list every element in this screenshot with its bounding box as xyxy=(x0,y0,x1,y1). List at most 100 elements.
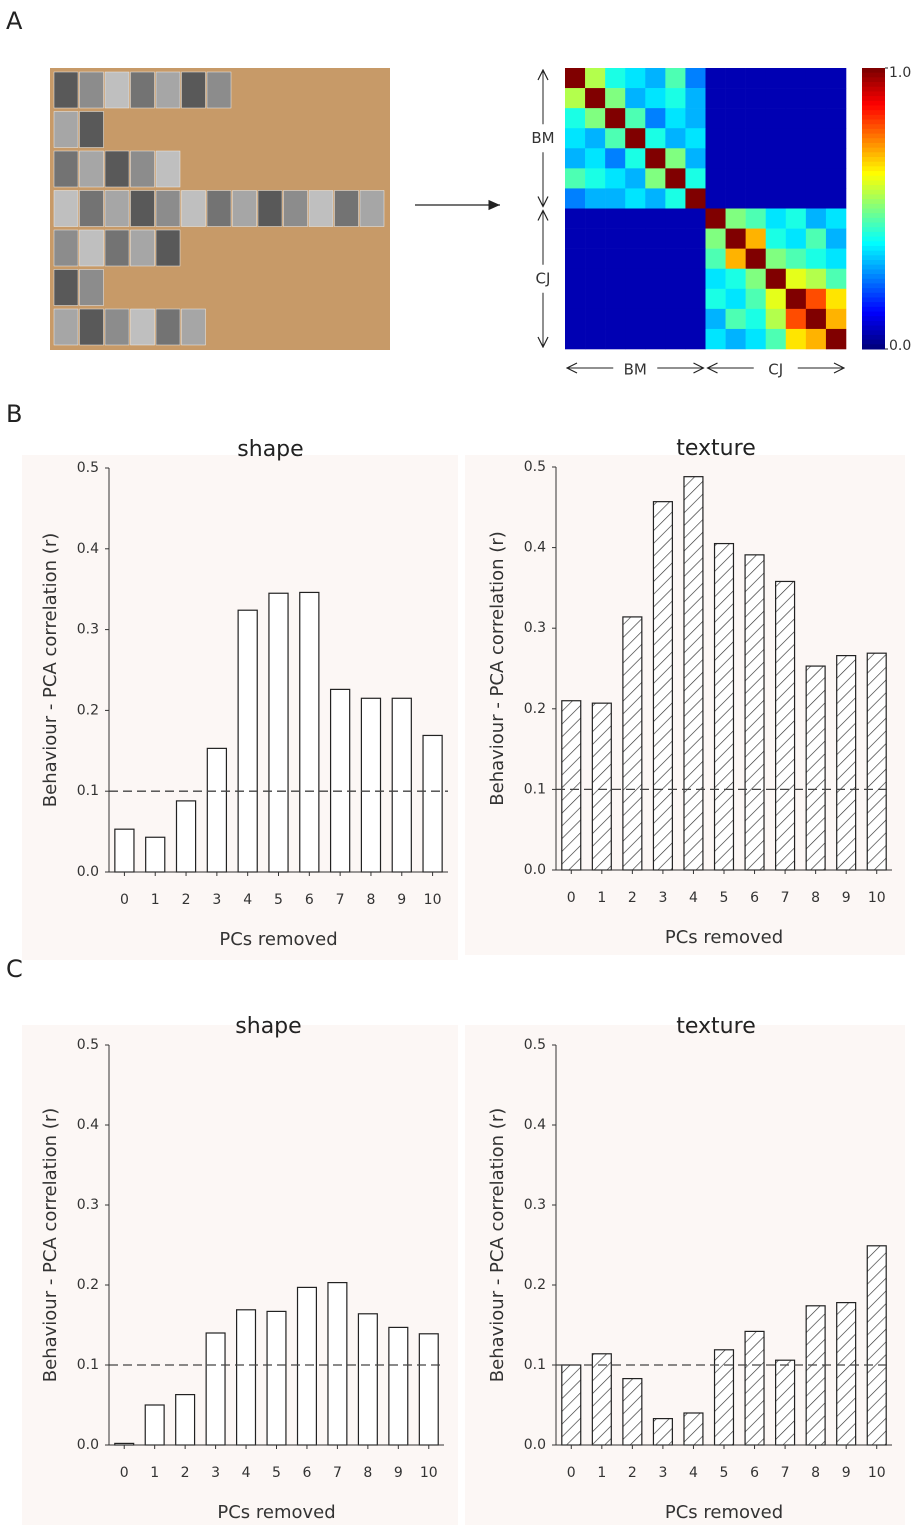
x-tick-label: 7 xyxy=(336,892,345,908)
heatmap-cell xyxy=(765,248,787,270)
heatmap-cell xyxy=(645,148,666,169)
bar xyxy=(622,616,643,871)
heatmap-cell xyxy=(645,168,666,189)
heatmap-cell xyxy=(765,88,787,109)
face-photo xyxy=(155,308,181,346)
heatmap-cell xyxy=(725,268,746,290)
face-photo xyxy=(79,71,104,109)
heatmap-cell xyxy=(605,148,626,169)
heatmap-cell xyxy=(825,308,847,330)
heatmap-cell xyxy=(645,188,666,209)
heatmap-cell xyxy=(705,88,726,109)
chart-title: texture xyxy=(676,436,755,461)
heatmap-cell xyxy=(745,208,767,229)
heatmap-cell xyxy=(765,188,787,209)
heatmap-cell xyxy=(745,328,767,350)
colorbar-segment xyxy=(862,344,885,350)
colorbar-segment xyxy=(862,114,885,121)
colorbar-segment xyxy=(862,152,885,158)
colorbar-segment xyxy=(862,241,885,247)
colorbar-segment xyxy=(862,147,885,153)
bar xyxy=(866,652,887,871)
heatmap-cell xyxy=(805,108,827,129)
heatmap-cell xyxy=(725,328,746,350)
bar xyxy=(591,702,612,871)
heatmap-cell xyxy=(725,68,746,89)
heatmap-cell xyxy=(605,128,626,149)
colorbar-segment xyxy=(862,339,885,345)
heatmap-cell xyxy=(625,108,646,129)
colorbar-segment xyxy=(862,269,885,275)
heatmap-cell xyxy=(605,108,626,129)
heatmap-cell xyxy=(565,288,586,310)
colorbar-segment xyxy=(862,260,885,266)
heatmap-cell xyxy=(585,208,606,229)
heatmap-cell xyxy=(745,228,767,249)
bar xyxy=(713,542,735,871)
heatmap-cell xyxy=(745,268,767,290)
heatmap-cell xyxy=(565,88,586,109)
x-axis-label: PCs removed xyxy=(217,1502,335,1523)
heatmap-cell xyxy=(645,328,666,350)
heatmap-cell xyxy=(685,328,706,350)
face-photo xyxy=(283,190,308,227)
heatmap-cell xyxy=(685,288,706,310)
colorbar-segment xyxy=(862,166,885,172)
heatmap-cell xyxy=(785,208,807,229)
bar xyxy=(360,697,382,873)
heatmap-cell xyxy=(785,188,807,209)
face-photo xyxy=(53,71,79,109)
heatmap-cell xyxy=(665,68,686,89)
heatmap-cell xyxy=(785,248,807,270)
face-photo xyxy=(104,150,130,188)
x-axis-label: PCs removed xyxy=(665,927,783,948)
heatmap-cell xyxy=(685,228,706,249)
chart-title: texture xyxy=(676,1014,755,1039)
heatmap-cell xyxy=(685,108,706,129)
heatmap-cell xyxy=(725,168,746,189)
heatmap-cell xyxy=(805,248,827,270)
bar xyxy=(266,1310,287,1446)
heatmap-cell xyxy=(665,88,686,109)
heatmap-cell xyxy=(765,228,787,249)
heatmap-cell xyxy=(645,288,666,310)
bar xyxy=(236,1309,257,1446)
row-group-label: BM xyxy=(531,129,554,147)
colorbar-segment xyxy=(862,278,885,284)
heatmap-cell xyxy=(725,248,746,270)
panel-label: B xyxy=(6,400,22,428)
colorbar-segment xyxy=(862,292,885,298)
face-photo xyxy=(79,190,104,227)
y-tick-label: 0.4 xyxy=(77,1117,99,1133)
heatmap-cell xyxy=(665,308,686,330)
heatmap-cell xyxy=(785,148,807,169)
face-photo xyxy=(206,190,232,227)
x-tick-label: 1 xyxy=(597,890,606,906)
heatmap-cell xyxy=(705,188,726,209)
heatmap-cell xyxy=(645,228,666,249)
face-photo xyxy=(155,229,181,267)
colorbar-segment xyxy=(862,142,885,149)
x-tick-label: 7 xyxy=(781,890,790,906)
y-tick-label: 0.5 xyxy=(77,1037,99,1053)
heatmap-cell xyxy=(685,308,706,330)
heatmap-cell xyxy=(645,308,666,330)
y-tick-label: 0.5 xyxy=(77,460,99,476)
x-axis-label: PCs removed xyxy=(665,1502,783,1523)
heatmap-cell xyxy=(745,128,767,149)
bar xyxy=(422,734,443,873)
colorbar-segment xyxy=(862,330,885,336)
x-tick-label: 6 xyxy=(305,892,314,908)
heatmap-cell xyxy=(785,228,807,249)
y-tick-label: 0.1 xyxy=(524,1357,546,1373)
heatmap-cell xyxy=(685,268,706,290)
heatmap-cell xyxy=(705,268,726,290)
heatmap-cell xyxy=(585,108,606,129)
x-tick-label: 9 xyxy=(842,890,851,906)
colorbar-segment xyxy=(862,236,885,242)
x-tick-label: 4 xyxy=(243,892,252,908)
y-tick-label: 0.2 xyxy=(524,1277,546,1293)
panel-label: A xyxy=(6,7,23,35)
heatmap-cell xyxy=(765,148,787,169)
heatmap-cell xyxy=(625,208,646,229)
